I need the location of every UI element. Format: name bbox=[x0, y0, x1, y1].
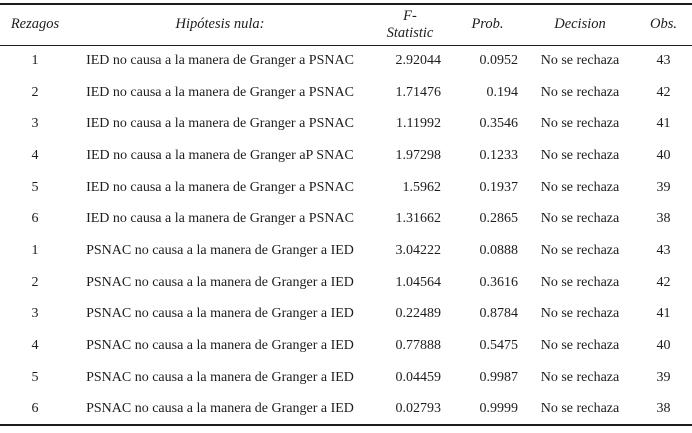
cell-obs: 40 bbox=[656, 147, 671, 163]
cell-obs: 42 bbox=[656, 274, 671, 290]
cell-prob: 0.194 bbox=[486, 84, 519, 100]
cell-f-statistic: 0.77888 bbox=[395, 338, 442, 354]
cell-prob: 0.1937 bbox=[479, 179, 519, 195]
cell-f-statistic: 1.04564 bbox=[395, 274, 442, 290]
table-row: 4 IED no causa a la manera de Granger aP… bbox=[0, 140, 692, 172]
cell-prob: 0.9999 bbox=[479, 400, 519, 416]
cell-hipotesis: PSNAC no causa a la manera de Granger a … bbox=[86, 274, 354, 290]
cell-hipotesis: PSNAC no causa a la manera de Granger a … bbox=[86, 242, 354, 258]
table-row: 5 PSNAC no causa a la manera de Granger … bbox=[0, 362, 692, 394]
cell-rezagos: 1 bbox=[31, 242, 39, 258]
cell-f-statistic: 1.5962 bbox=[402, 179, 442, 195]
col-header-rezagos: Rezagos bbox=[10, 16, 60, 33]
table-body: 1 IED no causa a la manera de Granger a … bbox=[0, 45, 692, 425]
col-header-prob: Prob. bbox=[471, 16, 504, 33]
cell-obs: 40 bbox=[656, 338, 671, 354]
table-row: 5 IED no causa a la manera de Granger a … bbox=[0, 172, 692, 204]
table-row: 3 PSNAC no causa a la manera de Granger … bbox=[0, 299, 692, 331]
cell-obs: 41 bbox=[656, 116, 671, 132]
cell-decision: No se rechaza bbox=[540, 116, 620, 132]
granger-causality-table: Rezagos Hipótesis nula: F- Statistic Pro… bbox=[0, 3, 692, 427]
cell-decision: No se rechaza bbox=[540, 179, 620, 195]
cell-rezagos: 5 bbox=[31, 369, 39, 385]
cell-decision: No se rechaza bbox=[540, 147, 620, 163]
table-row: 1 PSNAC no causa a la manera de Granger … bbox=[0, 235, 692, 267]
cell-f-statistic: 3.04222 bbox=[395, 242, 442, 258]
cell-hipotesis: PSNAC no causa a la manera de Granger a … bbox=[86, 306, 354, 322]
cell-obs: 41 bbox=[656, 306, 671, 322]
cell-hipotesis: IED no causa a la manera de Granger aP S… bbox=[86, 147, 354, 163]
cell-rezagos: 6 bbox=[31, 211, 39, 227]
cell-decision: No se rechaza bbox=[540, 338, 620, 354]
cell-prob: 0.2865 bbox=[479, 211, 519, 227]
table-row: 6 PSNAC no causa a la manera de Granger … bbox=[0, 394, 692, 426]
cell-rezagos: 1 bbox=[31, 53, 39, 69]
cell-f-statistic: 0.04459 bbox=[395, 369, 442, 385]
cell-f-statistic: 1.31662 bbox=[395, 211, 442, 227]
table-row: 2 IED no causa a la manera de Granger a … bbox=[0, 77, 692, 109]
cell-prob: 0.9987 bbox=[479, 369, 519, 385]
table-row: 1 IED no causa a la manera de Granger a … bbox=[0, 45, 692, 77]
col-header-hipotesis: Hipótesis nula: bbox=[175, 16, 265, 33]
cell-rezagos: 3 bbox=[31, 306, 39, 322]
header-row: Rezagos Hipótesis nula: F- Statistic Pro… bbox=[0, 4, 692, 45]
cell-decision: No se rechaza bbox=[540, 369, 620, 385]
cell-obs: 39 bbox=[656, 369, 671, 385]
cell-hipotesis: IED no causa a la manera de Granger a PS… bbox=[86, 84, 354, 100]
cell-hipotesis: IED no causa a la manera de Granger a PS… bbox=[86, 116, 354, 132]
cell-f-statistic: 1.97298 bbox=[395, 147, 442, 163]
cell-decision: No se rechaza bbox=[540, 53, 620, 69]
cell-prob: 0.3616 bbox=[479, 274, 519, 290]
table-row: 4 PSNAC no causa a la manera de Granger … bbox=[0, 330, 692, 362]
cell-f-statistic: 2.92044 bbox=[395, 53, 442, 69]
cell-obs: 42 bbox=[656, 84, 671, 100]
cell-decision: No se rechaza bbox=[540, 242, 620, 258]
cell-hipotesis: PSNAC no causa a la manera de Granger a … bbox=[86, 338, 354, 354]
table-row: 3 IED no causa a la manera de Granger a … bbox=[0, 108, 692, 140]
cell-f-statistic: 1.71476 bbox=[395, 84, 442, 100]
cell-rezagos: 2 bbox=[31, 84, 39, 100]
col-header-obs: Obs. bbox=[650, 16, 677, 33]
table-header: Rezagos Hipótesis nula: F- Statistic Pro… bbox=[0, 4, 692, 45]
cell-obs: 39 bbox=[656, 179, 671, 195]
cell-hipotesis: IED no causa a la manera de Granger a PS… bbox=[86, 211, 354, 227]
cell-hipotesis: PSNAC no causa a la manera de Granger a … bbox=[86, 400, 354, 416]
cell-hipotesis: IED no causa a la manera de Granger a PS… bbox=[86, 179, 354, 195]
cell-rezagos: 3 bbox=[31, 116, 39, 132]
cell-prob: 0.1233 bbox=[479, 147, 519, 163]
cell-hipotesis: PSNAC no causa a la manera de Granger a … bbox=[86, 369, 354, 385]
cell-rezagos: 6 bbox=[31, 400, 39, 416]
cell-prob: 0.0952 bbox=[479, 53, 519, 69]
col-header-f-statistic-line1: F- bbox=[403, 7, 417, 24]
table-row: 6 IED no causa a la manera de Granger a … bbox=[0, 203, 692, 235]
cell-obs: 43 bbox=[656, 53, 671, 69]
col-header-f-statistic: F- Statistic bbox=[370, 4, 450, 45]
cell-rezagos: 2 bbox=[31, 274, 39, 290]
cell-prob: 0.8784 bbox=[479, 306, 519, 322]
cell-f-statistic: 1.11992 bbox=[396, 116, 441, 132]
table-row: 2 PSNAC no causa a la manera de Granger … bbox=[0, 267, 692, 299]
cell-decision: No se rechaza bbox=[540, 400, 620, 416]
cell-rezagos: 4 bbox=[31, 338, 39, 354]
col-header-f-statistic-line2: Statistic bbox=[386, 24, 434, 41]
col-header-decision: Decision bbox=[554, 16, 606, 33]
cell-decision: No se rechaza bbox=[540, 211, 620, 227]
cell-decision: No se rechaza bbox=[540, 84, 620, 100]
cell-rezagos: 4 bbox=[31, 147, 39, 163]
cell-hipotesis: IED no causa a la manera de Granger a PS… bbox=[86, 53, 354, 69]
cell-f-statistic: 0.22489 bbox=[395, 306, 442, 322]
cell-f-statistic: 0.02793 bbox=[395, 400, 442, 416]
cell-prob: 0.3546 bbox=[479, 116, 519, 132]
cell-obs: 38 bbox=[656, 211, 671, 227]
cell-obs: 38 bbox=[656, 400, 671, 416]
cell-decision: No se rechaza bbox=[540, 306, 620, 322]
cell-decision: No se rechaza bbox=[540, 274, 620, 290]
cell-obs: 43 bbox=[656, 242, 671, 258]
cell-prob: 0.0888 bbox=[479, 242, 519, 258]
cell-rezagos: 5 bbox=[31, 179, 39, 195]
cell-prob: 0.5475 bbox=[479, 338, 519, 354]
